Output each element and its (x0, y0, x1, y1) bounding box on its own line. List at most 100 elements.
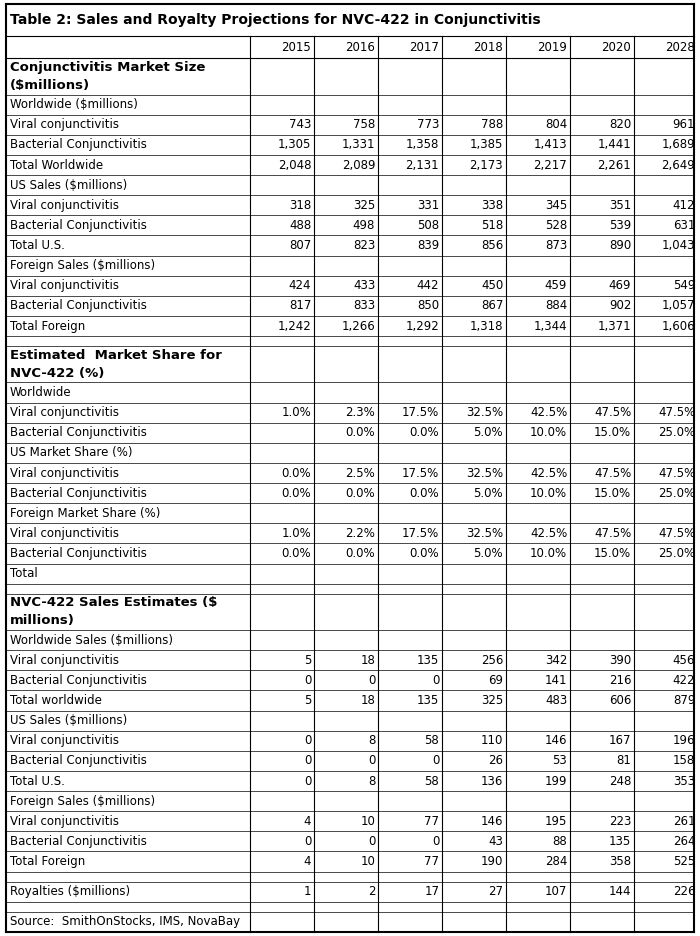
Text: 199: 199 (545, 774, 567, 787)
Text: 32.5%: 32.5% (466, 527, 503, 540)
Text: Viral conjunctivitis: Viral conjunctivitis (10, 279, 119, 292)
Text: 0: 0 (368, 754, 375, 768)
Text: 2019: 2019 (538, 41, 567, 53)
Text: 788: 788 (481, 118, 503, 131)
Text: 264: 264 (673, 835, 695, 848)
Text: 1,441: 1,441 (597, 139, 631, 152)
Text: 2: 2 (368, 885, 375, 899)
Text: 15.0%: 15.0% (594, 426, 631, 439)
Text: 459: 459 (545, 279, 567, 292)
Text: 25.0%: 25.0% (658, 547, 695, 560)
Text: 17.5%: 17.5% (402, 527, 439, 540)
Text: 0: 0 (304, 754, 312, 768)
Text: 69: 69 (488, 674, 503, 687)
Text: 47.5%: 47.5% (658, 466, 695, 479)
Text: 338: 338 (481, 198, 503, 212)
Text: 0.0%: 0.0% (410, 487, 439, 500)
Text: 5: 5 (304, 653, 312, 666)
Text: 412: 412 (673, 198, 695, 212)
Text: 1,358: 1,358 (406, 139, 439, 152)
Text: Viral conjunctivitis: Viral conjunctivitis (10, 466, 119, 479)
Text: 17: 17 (424, 885, 439, 899)
Text: 32.5%: 32.5% (466, 406, 503, 419)
Text: 856: 856 (481, 239, 503, 252)
Text: 248: 248 (609, 774, 631, 787)
Text: 0.0%: 0.0% (281, 487, 312, 500)
Text: 10.0%: 10.0% (530, 487, 567, 500)
Text: 442: 442 (416, 279, 439, 292)
Text: 961: 961 (673, 118, 695, 131)
Text: 1,413: 1,413 (533, 139, 567, 152)
Text: 839: 839 (417, 239, 439, 252)
Text: 743: 743 (289, 118, 312, 131)
Text: Foreign Market Share (%): Foreign Market Share (%) (10, 506, 160, 519)
Text: US Sales ($millions): US Sales ($millions) (10, 179, 127, 192)
Text: 1,331: 1,331 (342, 139, 375, 152)
Text: Viral conjunctivitis: Viral conjunctivitis (10, 653, 119, 666)
Text: 18: 18 (360, 653, 375, 666)
Text: Bacterial Conjunctivitis: Bacterial Conjunctivitis (10, 674, 147, 687)
Text: 58: 58 (424, 734, 439, 747)
Text: 539: 539 (609, 219, 631, 232)
Text: Viral conjunctivitis: Viral conjunctivitis (10, 814, 119, 827)
Text: 42.5%: 42.5% (530, 406, 567, 419)
Text: 2,217: 2,217 (533, 158, 567, 171)
Text: Foreign Sales ($millions): Foreign Sales ($millions) (10, 795, 155, 808)
Text: Bacterial Conjunctivitis: Bacterial Conjunctivitis (10, 219, 147, 232)
Text: 195: 195 (545, 814, 567, 827)
Text: 27: 27 (488, 885, 503, 899)
Text: 1,043: 1,043 (662, 239, 695, 252)
Text: 47.5%: 47.5% (594, 466, 631, 479)
Text: 43: 43 (489, 835, 503, 848)
Text: 433: 433 (353, 279, 375, 292)
Text: 0.0%: 0.0% (281, 547, 312, 560)
Text: 358: 358 (609, 856, 631, 868)
Text: 1,385: 1,385 (470, 139, 503, 152)
Text: 32.5%: 32.5% (466, 466, 503, 479)
Text: Total worldwide: Total worldwide (10, 694, 102, 707)
Text: 0: 0 (304, 835, 312, 848)
Text: US Sales ($millions): US Sales ($millions) (10, 714, 127, 727)
Text: 483: 483 (545, 694, 567, 707)
Text: 17.5%: 17.5% (402, 466, 439, 479)
Text: Conjunctivitis Market Size: Conjunctivitis Market Size (10, 61, 205, 74)
Text: Foreign Sales ($millions): Foreign Sales ($millions) (10, 259, 155, 272)
Text: 18: 18 (360, 694, 375, 707)
Text: 488: 488 (289, 219, 312, 232)
Text: 26: 26 (488, 754, 503, 768)
Text: 1,689: 1,689 (662, 139, 695, 152)
Text: 2.5%: 2.5% (346, 466, 375, 479)
Text: Viral conjunctivitis: Viral conjunctivitis (10, 118, 119, 131)
Text: 110: 110 (481, 734, 503, 747)
Text: Bacterial Conjunctivitis: Bacterial Conjunctivitis (10, 547, 147, 560)
Text: 1,606: 1,606 (662, 319, 695, 332)
Text: 549: 549 (673, 279, 695, 292)
Text: 5.0%: 5.0% (474, 426, 503, 439)
Text: 107: 107 (545, 885, 567, 899)
Text: 0: 0 (304, 734, 312, 747)
Text: Worldwide: Worldwide (10, 386, 71, 399)
Text: 2,261: 2,261 (597, 158, 631, 171)
Text: 47.5%: 47.5% (594, 406, 631, 419)
Text: 1,266: 1,266 (342, 319, 375, 332)
Text: 10.0%: 10.0% (530, 426, 567, 439)
Text: 1.0%: 1.0% (281, 406, 312, 419)
Text: 81: 81 (616, 754, 631, 768)
Text: 0: 0 (432, 674, 439, 687)
Text: 47.5%: 47.5% (594, 527, 631, 540)
Text: 0.0%: 0.0% (281, 466, 312, 479)
Text: Worldwide ($millions): Worldwide ($millions) (10, 98, 138, 111)
Text: 2.2%: 2.2% (345, 527, 375, 540)
Text: Viral conjunctivitis: Viral conjunctivitis (10, 734, 119, 747)
Text: 823: 823 (353, 239, 375, 252)
Text: 4: 4 (304, 856, 312, 868)
Text: 5.0%: 5.0% (474, 487, 503, 500)
Text: 0.0%: 0.0% (410, 547, 439, 560)
Text: 167: 167 (608, 734, 631, 747)
Text: 0.0%: 0.0% (346, 487, 375, 500)
Text: Total U.S.: Total U.S. (10, 774, 65, 787)
Text: Source:  SmithOnStocks, IMS, NovaBay: Source: SmithOnStocks, IMS, NovaBay (10, 915, 240, 929)
Text: 144: 144 (608, 885, 631, 899)
Text: 15.0%: 15.0% (594, 487, 631, 500)
Text: NVC-422 (%): NVC-422 (%) (10, 367, 104, 380)
